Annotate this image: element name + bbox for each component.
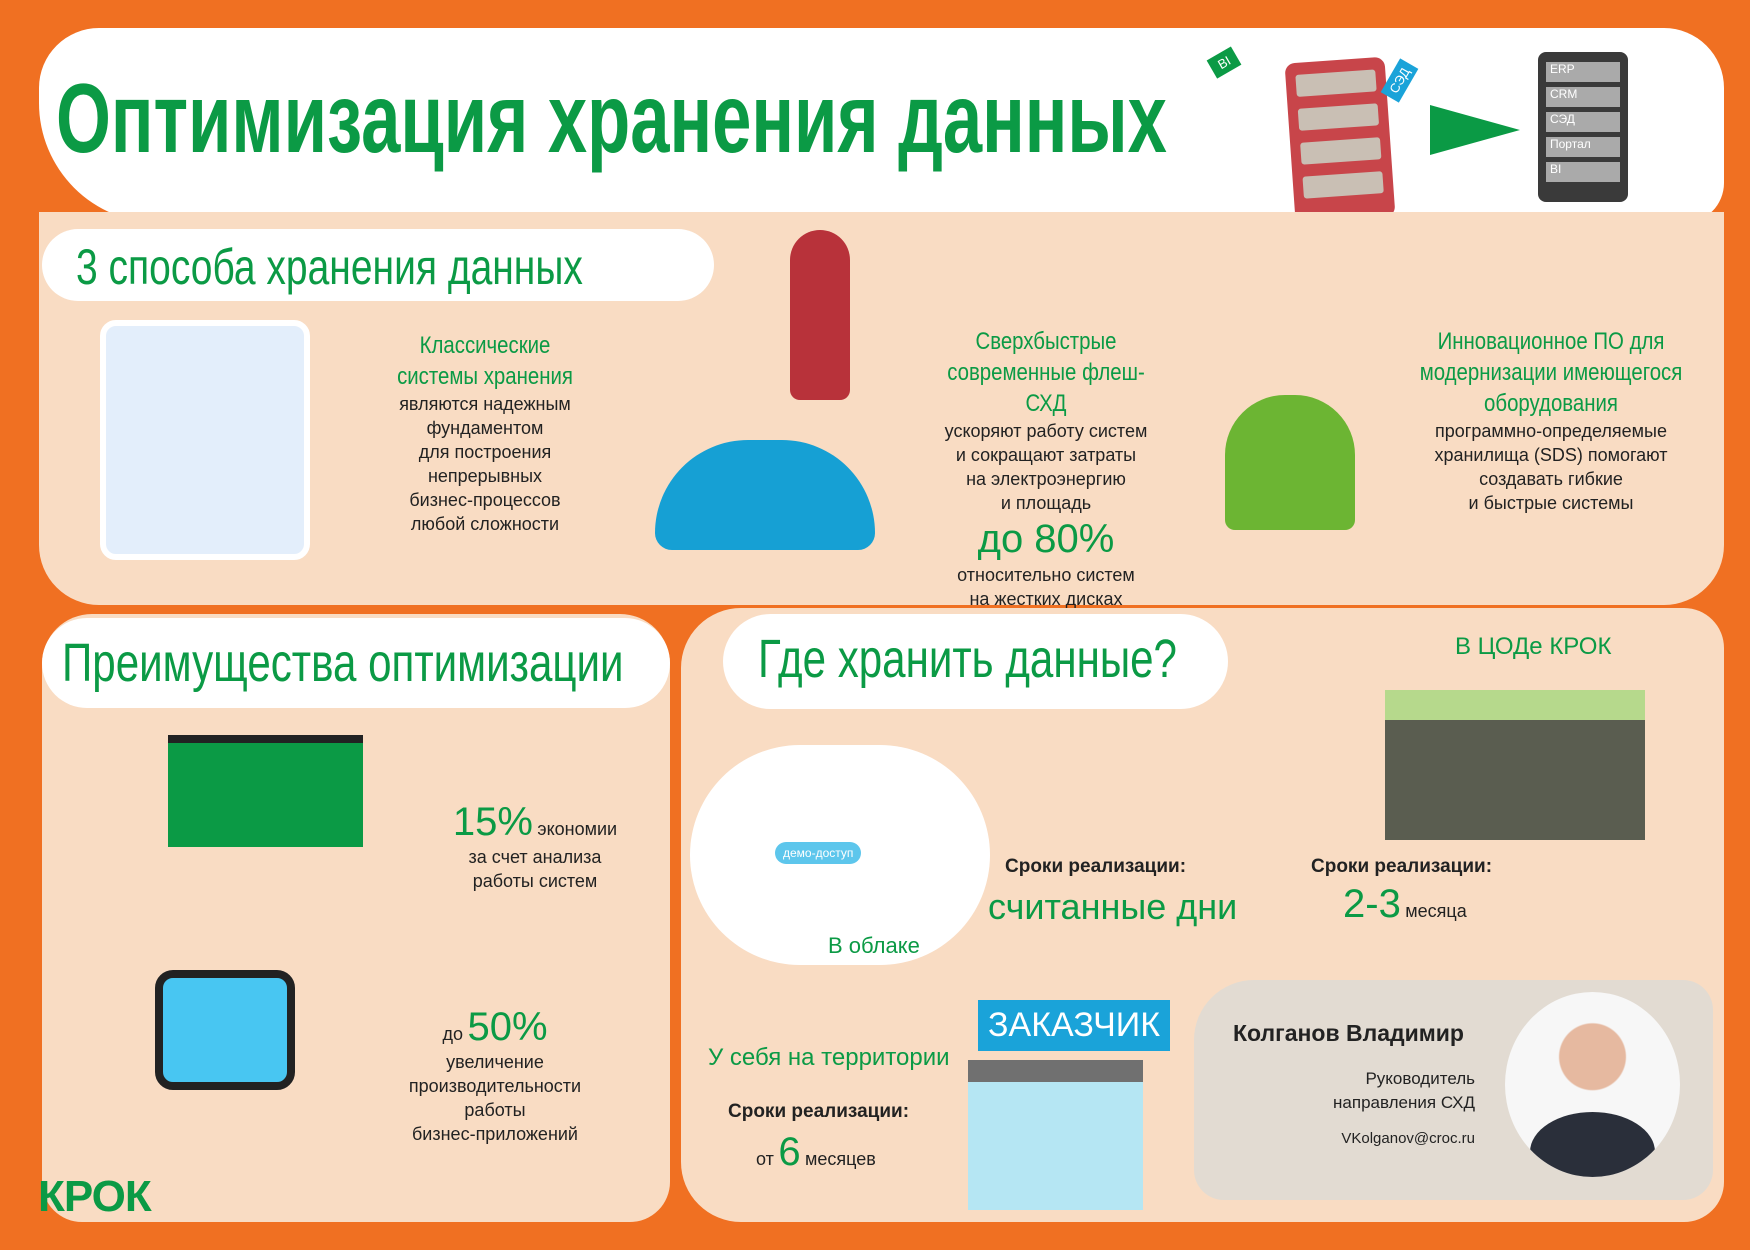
advantage-performance-text-3: работы bbox=[464, 1100, 526, 1120]
way-flash-text-4: и площадь bbox=[1000, 493, 1092, 513]
onprem-term: от 6 месяцев bbox=[756, 1130, 876, 1175]
cloud-term: считанные дни bbox=[988, 886, 1238, 927]
superhero-illustration bbox=[790, 230, 850, 400]
dc-term-label: Сроки реализации: bbox=[1311, 856, 1493, 877]
advantage-performance-value: 50% bbox=[467, 1005, 548, 1049]
where-heading-bubble bbox=[723, 614, 1228, 709]
contact-role-1: Руководитель bbox=[1365, 1069, 1475, 1088]
where-heading: Где хранить данные? bbox=[758, 629, 1177, 689]
dc-term-unit: месяца bbox=[1405, 901, 1467, 921]
way-flash-after-2: на жестких дисках bbox=[969, 589, 1123, 609]
dc-label: В ЦОДе КРОК bbox=[1455, 633, 1612, 660]
way-classic-title: Классические системы хранения bbox=[397, 332, 573, 390]
cloud-term-label: Сроки реализации: bbox=[1005, 856, 1187, 877]
contact-name: Колганов Владимир bbox=[1233, 1020, 1464, 1046]
advantage-savings-value: 15% bbox=[452, 800, 533, 844]
advantage-performance-text-1: увеличение bbox=[446, 1052, 544, 1072]
way-flash-highlight: до 80% bbox=[977, 517, 1115, 561]
disk-fridge-illustration bbox=[100, 320, 310, 560]
way-sds-text-1: программно-определяемые bbox=[1435, 421, 1667, 441]
advantage-performance-text-4: бизнес-приложений bbox=[412, 1124, 578, 1144]
advantage-performance-prefix: до bbox=[442, 1024, 463, 1044]
customer-sign: ЗАКАЗЧИК bbox=[978, 1000, 1171, 1051]
advantages-heading-bubble bbox=[42, 618, 670, 708]
dc-term-value: 2-3 bbox=[1343, 882, 1401, 926]
way-classic-text-3: для построения bbox=[418, 442, 552, 462]
server-label-bi: BI bbox=[1546, 162, 1620, 182]
onprem-term-prefix: от bbox=[756, 1149, 774, 1169]
ways-heading: 3 способа хранения данных bbox=[76, 239, 583, 295]
datacenter-illustration bbox=[1385, 690, 1645, 840]
server-label-sed: СЭД bbox=[1546, 112, 1620, 132]
way-sds-text-4: и быстрые системы bbox=[1468, 493, 1634, 513]
way-sds-text-2: хранилища (SDS) помогают bbox=[1434, 445, 1668, 465]
way-classic-text-1: являются надежным bbox=[399, 394, 571, 414]
way-flash-text-1: ускоряют работу систем bbox=[944, 421, 1148, 441]
way-sds-title: Инновационное ПО для модернизации имеюще… bbox=[1419, 328, 1683, 417]
advantages-heading: Преимущества оптимизации bbox=[62, 633, 624, 693]
legacy-server-illustration bbox=[1284, 56, 1396, 224]
page-title: Оптимизация хранения данных bbox=[56, 63, 1167, 173]
server-label-crm: CRM bbox=[1546, 87, 1620, 107]
advantage-performance: до 50% увеличение производительности раб… bbox=[380, 1005, 610, 1146]
way-sds: Инновационное ПО для модернизации имеюще… bbox=[1396, 326, 1706, 515]
contact-email[interactable]: VKolganov@croc.ru bbox=[1341, 1130, 1475, 1147]
way-flash: Сверхбыстрые современные флеш-СХД ускоря… bbox=[896, 326, 1196, 611]
way-classic-text-4: непрерывных bbox=[427, 466, 543, 486]
office-building-illustration bbox=[968, 1060, 1143, 1210]
onprem-term-label: Сроки реализации: bbox=[728, 1101, 910, 1122]
way-sds-text-3: создавать гибкие bbox=[1479, 469, 1623, 489]
advantage-performance-text-2: производительности bbox=[408, 1076, 582, 1096]
dc-term: 2-3 месяца bbox=[1343, 882, 1467, 927]
presentation-illustration bbox=[168, 735, 363, 847]
way-flash-text-2: и сокращают затраты bbox=[955, 445, 1137, 465]
ways-heading-bubble bbox=[42, 229, 714, 301]
server-label-portal: Портал bbox=[1546, 137, 1620, 157]
cloud-label: В облаке bbox=[828, 933, 920, 958]
advantage-savings-text-1: за счет анализа bbox=[468, 847, 602, 867]
croc-logo: КРОК bbox=[38, 1172, 152, 1221]
advantage-savings: 15% экономии за счет анализа работы сист… bbox=[430, 800, 640, 893]
way-classic-text-2: фундаментом bbox=[426, 418, 544, 438]
advantages-panel bbox=[42, 614, 670, 1222]
server-label-erp: ERP bbox=[1546, 62, 1620, 82]
contact-photo bbox=[1505, 992, 1680, 1177]
way-flash-after-1: относительно систем bbox=[957, 565, 1135, 585]
contact-role-2: направления СХД bbox=[1333, 1093, 1475, 1112]
way-flash-title: Сверхбыстрые современные флеш-СХД bbox=[947, 328, 1145, 417]
monitor-illustration bbox=[155, 970, 295, 1090]
onprem-label: У себя на территории bbox=[708, 1044, 950, 1071]
demo-badge: демо-доступ bbox=[775, 842, 862, 864]
way-flash-text-3: на электроэнергию bbox=[966, 469, 1126, 489]
advantage-savings-text-2: работы систем bbox=[472, 871, 598, 891]
flash-globe-illustration bbox=[655, 440, 875, 550]
way-classic: Классические системы хранения являются н… bbox=[335, 330, 635, 536]
arrow-right-icon bbox=[1430, 105, 1520, 155]
way-classic-text-5: бизнес-процессов bbox=[409, 490, 561, 510]
way-classic-text-6: любой сложности bbox=[410, 514, 560, 534]
advantage-savings-suffix: экономии bbox=[537, 819, 618, 839]
onprem-term-unit: месяцев bbox=[805, 1149, 876, 1169]
green-monster-illustration bbox=[1225, 395, 1355, 530]
onprem-term-value: 6 bbox=[778, 1130, 801, 1174]
modern-server-illustration: ERP CRM СЭД Портал BI bbox=[1538, 52, 1628, 202]
